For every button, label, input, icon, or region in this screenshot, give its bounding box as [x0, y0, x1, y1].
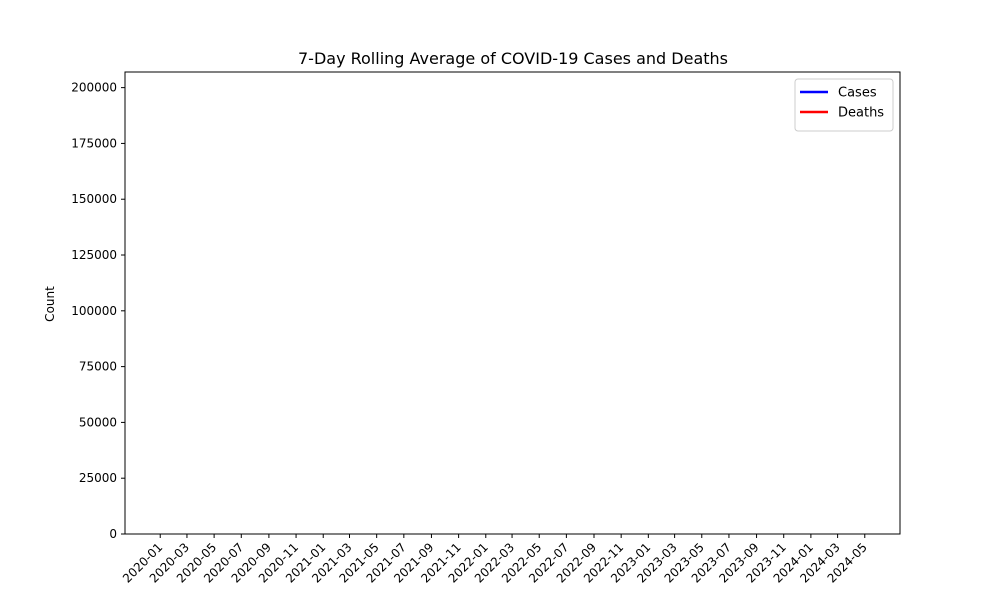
legend-label-deaths: Deaths — [838, 106, 884, 121]
legend-label-cases: Cases — [838, 86, 877, 101]
y-axis-label: Count — [43, 286, 57, 322]
y-tick-label: 100000 — [71, 304, 117, 318]
y-tick-label: 125000 — [71, 248, 117, 262]
y-tick-label: 50000 — [79, 415, 117, 429]
chart-title: 7-Day Rolling Average of COVID-19 Cases … — [298, 49, 728, 68]
y-tick-label: 150000 — [71, 192, 117, 206]
y-tick-label: 25000 — [79, 471, 117, 485]
plot-area: 0 25000 50000 75000 100000 125000 150000 175000… — [71, 71, 901, 586]
legend: Cases Deaths — [794, 78, 894, 132]
y-tick-label: 175000 — [71, 136, 117, 150]
plot-frame — [124, 71, 901, 535]
y-tick-label: 0 — [109, 527, 117, 541]
y-tick-label: 200000 — [71, 81, 117, 95]
y-tick-label: 75000 — [79, 360, 117, 374]
